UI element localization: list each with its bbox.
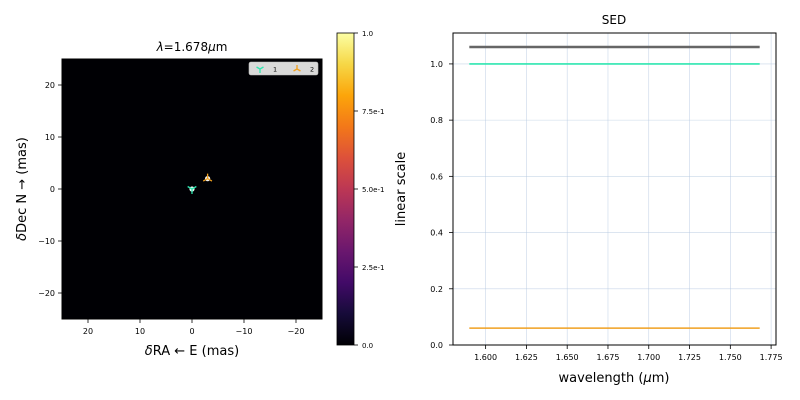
image-y-tick-label: −10 — [38, 237, 55, 246]
colorbar-tick-label: 0.0 — [362, 342, 373, 350]
sed-x-tick-label: 1.700 — [637, 353, 660, 362]
image-y-tick-label: 10 — [45, 133, 55, 142]
image-x-label: δRA ← E (mas) — [145, 344, 239, 359]
sed-x-tick-label: 1.775 — [760, 353, 783, 362]
sed-y-tick-label: 0.2 — [430, 285, 443, 294]
sed-x-ticks: 1.600 1.625 1.650 1.675 1.700 1.725 1.750 1.775 — [474, 345, 783, 362]
sed-y-ticks: 0.0 0.2 0.4 0.6 0.8 1.0 — [430, 60, 453, 350]
image-x-ticks: 20 10 0 −10 −20 — [83, 319, 305, 336]
image-title: λ=1.678μm — [156, 40, 228, 54]
sed-y-tick-label: 0.0 — [430, 341, 443, 350]
image-x-tick-label: 0 — [189, 327, 194, 336]
sed-x-tick-label: 1.675 — [597, 353, 620, 362]
image-sources — [187, 173, 213, 194]
sed-x-tick-label: 1.625 — [515, 353, 538, 362]
image-x-tick-label: 20 — [83, 327, 93, 336]
sed-plot-area — [453, 33, 776, 345]
sed-x-tick-label: 1.650 — [556, 353, 579, 362]
colorbar-tick-label: 5.0e-1 — [362, 186, 384, 194]
sed-title: SED — [602, 13, 626, 27]
image-y-tick-label: 20 — [45, 81, 55, 90]
colorbar-tick-label: 2.5e-1 — [362, 264, 384, 272]
colorbar-ticks: 0.0 2.5e-1 5.0e-1 7.5e-1 1.0 — [354, 30, 384, 350]
colorbar-tick-label: 7.5e-1 — [362, 108, 384, 116]
image-x-tick-label: 10 — [135, 327, 145, 336]
sed-x-tick-label: 1.600 — [474, 353, 497, 362]
sed-y-tick-label: 0.8 — [430, 116, 443, 125]
legend-marker-1 — [256, 66, 264, 73]
sed-y-tick-label: 0.6 — [430, 172, 443, 181]
sed-x-tick-label: 1.750 — [719, 353, 742, 362]
sed-x-label: wavelength (μm) — [559, 371, 670, 386]
sed-y-tick-label: 1.0 — [430, 60, 443, 69]
sed-lines — [469, 45, 760, 329]
colorbar-gradient — [336, 32, 355, 346]
legend-box — [248, 61, 319, 76]
image-y-ticks: 20 10 0 −10 −20 — [38, 81, 62, 298]
image-y-tick-label: −20 — [38, 289, 55, 298]
source-2-marker — [202, 173, 213, 182]
colorbar-label: linear scale — [394, 152, 409, 226]
sed-y-tick-label: 0.4 — [430, 229, 443, 238]
colorbar: 0.0 2.5e-1 5.0e-1 7.5e-1 1.0 linear scale — [336, 30, 409, 350]
legend-marker-2 — [293, 65, 301, 72]
legend-label-2: 2 — [310, 66, 314, 74]
image-x-tick-label: −20 — [288, 327, 305, 336]
colorbar-tick-label: 1.0 — [362, 30, 373, 38]
image-y-label: δDec N → (mas) — [15, 137, 30, 241]
sed-x-tick-label: 1.725 — [678, 353, 701, 362]
image-x-tick-label: −10 — [236, 327, 253, 336]
sed-panel: SED 1.600 1.625 1.650 1.675 1.700 1.725 1.750 1… — [430, 13, 782, 386]
sed-frame — [452, 32, 777, 346]
image-y-tick-label: 0 — [50, 185, 55, 194]
legend-label-1: 1 — [273, 66, 277, 74]
source-1-marker — [187, 185, 197, 194]
